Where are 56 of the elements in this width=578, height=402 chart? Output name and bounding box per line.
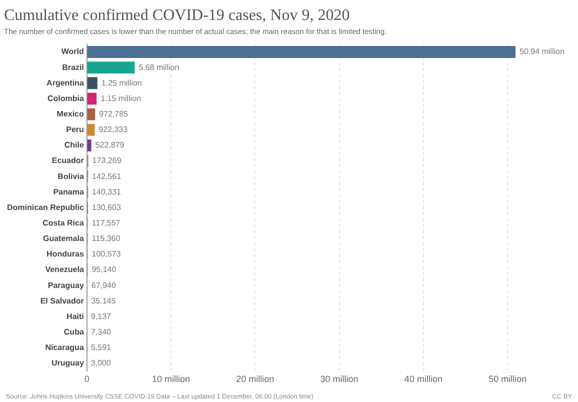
data-label: 115,360 bbox=[92, 234, 121, 244]
data-label: 100,573 bbox=[92, 250, 122, 259]
data-label: 3,000 bbox=[90, 358, 112, 368]
y-tick-label: Colombia bbox=[47, 94, 84, 103]
data-label: 9,137 bbox=[90, 312, 112, 321]
data-label: 922,333 bbox=[98, 125, 128, 134]
y-tick-label: Costa Rica bbox=[42, 218, 84, 228]
x-tick-label: 20 million bbox=[236, 374, 274, 384]
y-tick-label: Venezuela bbox=[45, 265, 84, 274]
data-label: 140,331 bbox=[92, 187, 122, 196]
chart-title: Cumulative confirmed COVID-19 cases, Nov 9, 2020 bbox=[4, 6, 350, 24]
data-label: 522,879 bbox=[95, 140, 125, 150]
bar bbox=[87, 124, 95, 136]
y-tick-label: Ecuador bbox=[52, 156, 84, 166]
y-tick-label: World bbox=[61, 47, 84, 56]
y-tick-label: Chile bbox=[64, 140, 84, 150]
data-label: 1.25 million bbox=[101, 78, 142, 88]
y-tick-label: Guatemala bbox=[42, 234, 84, 244]
x-tick-label: 50 million bbox=[488, 374, 527, 384]
data-label: 130,603 bbox=[92, 202, 122, 212]
y-tick-label: Dominican Republic bbox=[6, 202, 84, 212]
data-label: 95,140 bbox=[92, 265, 117, 274]
x-tick-label: 10 million bbox=[152, 374, 190, 384]
x-tick-label: 0 bbox=[84, 374, 90, 384]
data-label: 1.15 million bbox=[100, 94, 142, 103]
y-tick-label: Panama bbox=[53, 187, 84, 196]
y-tick-label: Bolivia bbox=[58, 172, 84, 181]
y-tick-label: Argentina bbox=[46, 78, 84, 88]
y-tick-label: Haiti bbox=[66, 312, 84, 321]
data-label: 5,591 bbox=[90, 343, 112, 352]
data-label: 7,340 bbox=[90, 327, 112, 336]
y-tick-label: Nicaragua bbox=[45, 343, 84, 352]
y-tick-label: Cuba bbox=[64, 327, 84, 336]
bar bbox=[87, 77, 98, 90]
data-label: 142,561 bbox=[92, 172, 122, 181]
bar bbox=[87, 62, 135, 74]
y-tick-label: El Salvador bbox=[40, 296, 84, 306]
x-tick-label: 40 million bbox=[404, 374, 442, 384]
y-tick-label: Honduras bbox=[46, 250, 84, 259]
bar bbox=[87, 46, 516, 58]
y-tick-label: Paraguay bbox=[48, 280, 84, 290]
bar bbox=[87, 92, 97, 105]
y-tick-label: Mexico bbox=[56, 109, 84, 118]
data-label: 5.68 million bbox=[138, 62, 180, 72]
x-tick-label: 30 million bbox=[320, 374, 358, 384]
data-label: 173,269 bbox=[92, 156, 122, 166]
data-label: 972,785 bbox=[99, 109, 129, 118]
y-tick-label: Uruguay bbox=[51, 358, 84, 368]
data-label: 50.94 million bbox=[519, 47, 564, 56]
y-tick-label: Peru bbox=[66, 125, 84, 134]
bar bbox=[87, 108, 96, 120]
data-label: 35,145 bbox=[91, 296, 116, 306]
data-label: 117,557 bbox=[92, 218, 121, 228]
bar bbox=[87, 139, 92, 152]
data-label: 67,940 bbox=[91, 280, 116, 290]
y-tick-label: Brazil bbox=[62, 62, 84, 72]
